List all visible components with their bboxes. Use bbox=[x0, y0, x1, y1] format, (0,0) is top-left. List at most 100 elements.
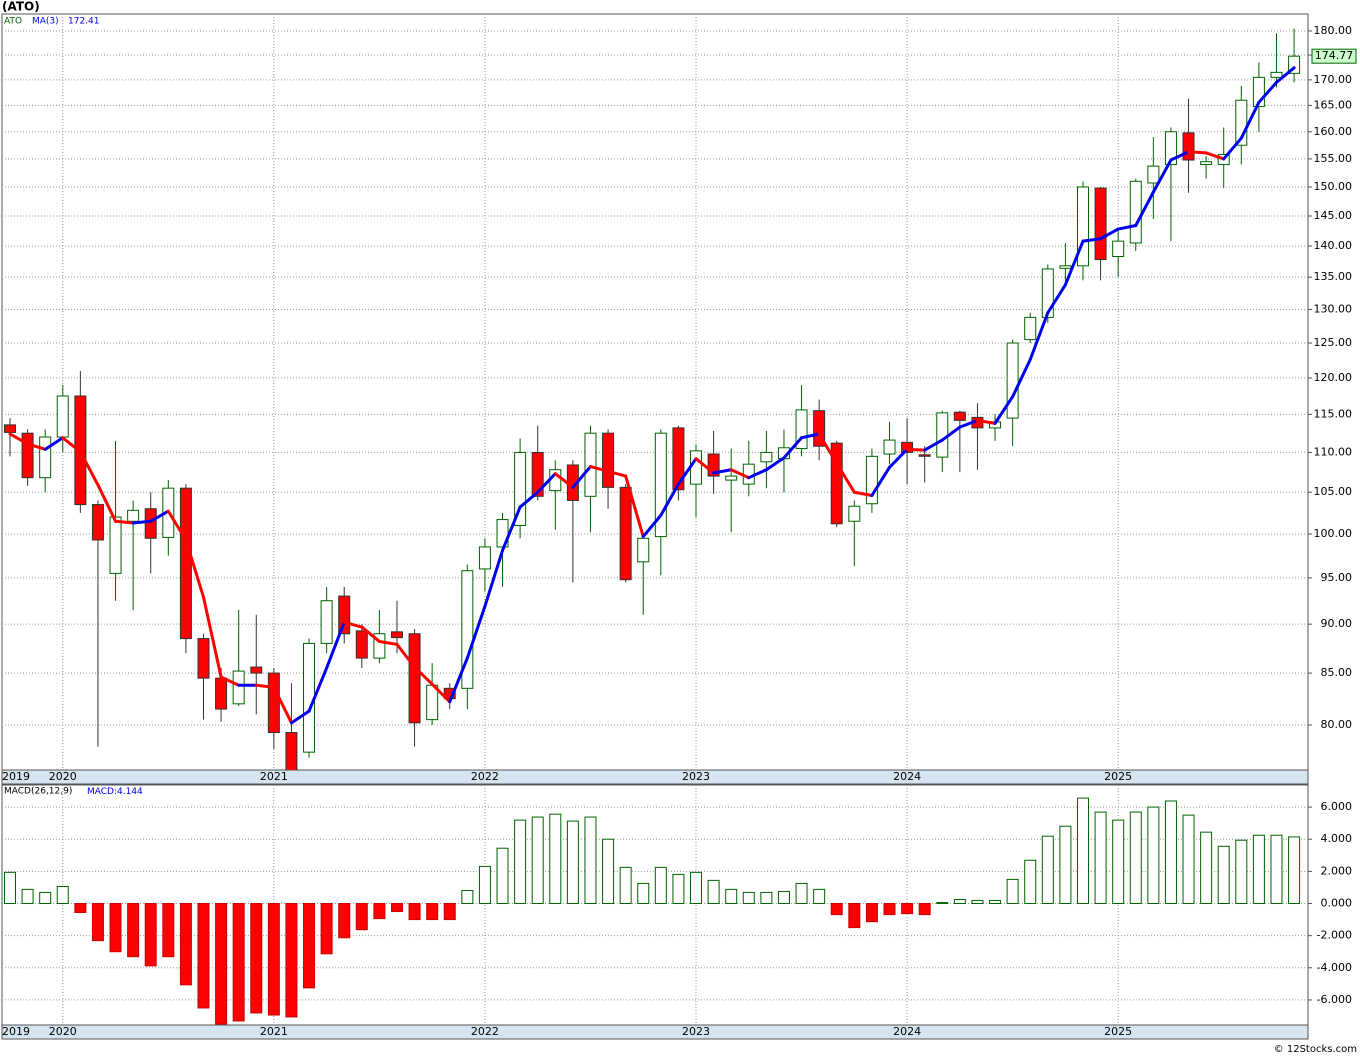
x-tick-label: 2023 bbox=[682, 770, 710, 783]
candle-body bbox=[1252, 76, 1265, 107]
candle-body bbox=[936, 412, 949, 458]
macd-bar bbox=[1059, 825, 1072, 905]
candle-body bbox=[215, 677, 228, 710]
ma-line bbox=[958, 418, 979, 429]
candle-body bbox=[1024, 316, 1037, 341]
candle-body bbox=[109, 516, 122, 574]
ma-line bbox=[940, 425, 962, 442]
macd-bar bbox=[197, 903, 210, 1009]
macd-bar bbox=[1076, 797, 1089, 905]
y-tick-label: 140.00 bbox=[1314, 239, 1353, 252]
candle-body bbox=[355, 630, 368, 659]
macd-bar bbox=[303, 903, 316, 989]
ma-line bbox=[659, 482, 680, 517]
candle-body bbox=[4, 424, 16, 433]
candle-body bbox=[338, 595, 351, 635]
candle-body bbox=[725, 475, 738, 481]
candle-body bbox=[813, 410, 826, 447]
macd-bar bbox=[602, 838, 615, 905]
y-tick-label: 100.00 bbox=[1314, 527, 1353, 540]
macd-bar bbox=[21, 888, 34, 905]
ma-line bbox=[395, 642, 417, 669]
ma-line bbox=[536, 472, 557, 494]
ma-line bbox=[114, 519, 135, 525]
candle-body bbox=[865, 455, 878, 505]
macd-bar bbox=[355, 903, 368, 931]
macd-bar bbox=[179, 903, 192, 986]
y-tick-label: 145.00 bbox=[1314, 209, 1353, 222]
candle-body bbox=[267, 672, 280, 733]
x-tick-label: 2023 bbox=[682, 1025, 710, 1038]
footer: © 12Stocks.com bbox=[1274, 1044, 1357, 1055]
ma-line bbox=[888, 447, 909, 469]
macd-bar bbox=[795, 882, 808, 905]
ma-line bbox=[712, 468, 733, 475]
ma-line bbox=[764, 456, 786, 472]
candle-body bbox=[373, 633, 386, 659]
candle-body bbox=[901, 441, 914, 453]
ma-line bbox=[501, 505, 522, 552]
macd-bar bbox=[109, 903, 122, 953]
ma-line bbox=[606, 469, 628, 478]
macd-bar bbox=[918, 903, 931, 916]
candle-body bbox=[1147, 165, 1160, 184]
candle-body bbox=[1059, 265, 1072, 269]
y-tick-label: 160.00 bbox=[1314, 125, 1353, 138]
ma-line bbox=[1046, 283, 1067, 315]
x-tick-label: 2024 bbox=[893, 770, 921, 783]
macd-bar bbox=[478, 865, 491, 905]
ma-line bbox=[96, 483, 118, 523]
candle-body bbox=[531, 451, 544, 497]
ma-line bbox=[624, 474, 645, 539]
macd-bar bbox=[672, 873, 685, 905]
ma-line bbox=[448, 656, 469, 704]
y-tick-label: -6.000 bbox=[1317, 993, 1352, 1006]
y-tick-label: 4.000 bbox=[1321, 832, 1353, 845]
candle-body bbox=[56, 395, 69, 438]
macd-bar bbox=[1288, 836, 1301, 905]
candle-body bbox=[1235, 99, 1248, 146]
macd-bar bbox=[566, 820, 579, 905]
y-tick-label: 150.00 bbox=[1314, 180, 1353, 193]
y-tick-label: 165.00 bbox=[1314, 98, 1353, 111]
ma-line bbox=[1116, 223, 1138, 231]
ma-line bbox=[1239, 100, 1261, 140]
candle-body bbox=[619, 486, 632, 581]
macd-bar bbox=[91, 903, 104, 942]
ma-line bbox=[43, 436, 65, 451]
macd-bar bbox=[4, 871, 16, 905]
macd-bar bbox=[848, 903, 861, 929]
candle-body bbox=[584, 432, 597, 497]
y-tick-label: 155.00 bbox=[1314, 152, 1353, 165]
candle-body bbox=[654, 432, 667, 538]
last-price-box bbox=[1311, 48, 1357, 64]
candle-body bbox=[1112, 240, 1125, 257]
macd-bar bbox=[883, 903, 896, 916]
y-tick-label: 85.00 bbox=[1321, 666, 1353, 679]
ma-line bbox=[254, 683, 276, 689]
ma-line bbox=[184, 538, 205, 599]
ma-line bbox=[1081, 237, 1103, 243]
macd-bar bbox=[936, 902, 949, 905]
ma-line bbox=[413, 665, 434, 686]
macd-prefix: MACD: bbox=[87, 787, 117, 797]
macd-bar bbox=[1006, 878, 1019, 905]
macd-bar bbox=[1112, 819, 1125, 905]
y-tick-label: 125.00 bbox=[1314, 336, 1353, 349]
candle-body bbox=[760, 451, 773, 463]
ma-line bbox=[571, 465, 592, 489]
candle-body bbox=[1076, 186, 1089, 267]
macd-bar bbox=[690, 871, 703, 905]
candle-body bbox=[1129, 180, 1142, 244]
ma-line bbox=[465, 604, 487, 660]
macd-bar bbox=[426, 903, 439, 921]
y-tick-label: 120.00 bbox=[1314, 371, 1353, 384]
macd-bar bbox=[830, 903, 843, 916]
ma-legend: MA(3) bbox=[32, 17, 59, 27]
macd-bar bbox=[285, 903, 298, 1018]
macd-bar bbox=[1182, 814, 1195, 905]
ma-line bbox=[289, 709, 311, 725]
candle-body bbox=[426, 684, 439, 721]
candle-body bbox=[514, 451, 527, 526]
x-tick-label: 2021 bbox=[260, 770, 288, 783]
